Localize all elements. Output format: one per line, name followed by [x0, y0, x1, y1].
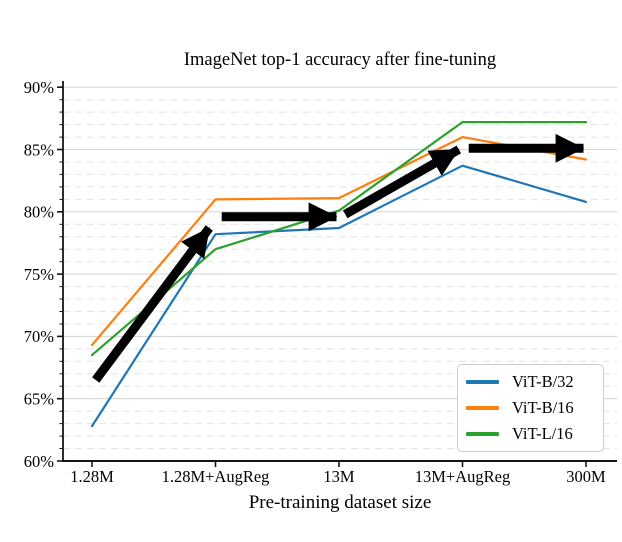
series-line-vit-b-16	[90, 136, 588, 347]
legend-item-vit-l16: ViT-L/16	[466, 423, 603, 443]
legend-item-vit-b16: ViT-B/16	[466, 397, 603, 417]
x-tick-label-13m: 13M	[323, 467, 355, 486]
legend: ViT-B/32 ViT-B/16 ViT-L/16	[457, 364, 604, 452]
y-tick-label: 60%	[24, 452, 55, 471]
trend-arrow-3	[342, 145, 462, 219]
legend-item-vit-b32: ViT-B/32	[466, 371, 603, 391]
y-tick-label: 90%	[24, 78, 55, 97]
y-tick-label: 85%	[24, 140, 55, 159]
trend-arrow-1	[92, 225, 213, 383]
legend-line-swatch-vit-l16	[466, 432, 499, 436]
x-tick-label-1-28m-augreg: 1.28M+AugReg	[162, 467, 270, 486]
chart-title: ImageNet top-1 accuracy after fine-tunin…	[183, 50, 497, 70]
x-tick-label-1-28m: 1.28M	[70, 467, 114, 486]
series-line-vit-l-16	[90, 120, 588, 357]
legend-label-vit-b16: ViT-B/16	[512, 397, 574, 417]
legend-label-vit-l16: ViT-L/16	[512, 423, 573, 443]
legend-line-swatch-vit-b32	[466, 380, 499, 384]
x-axis-label: Pre-training dataset size	[248, 492, 432, 513]
y-tick-label: 80%	[24, 203, 55, 222]
series-line-vit-b-32	[90, 164, 588, 428]
legend-label-vit-b32: ViT-B/32	[512, 371, 574, 391]
y-tick-label: 70%	[24, 327, 55, 346]
y-tick-label: 75%	[24, 265, 55, 284]
y-tick-label: 65%	[24, 390, 55, 409]
x-tick-label-300m: 300M	[566, 467, 606, 486]
x-tick-label-13m-augreg: 13M+AugReg	[415, 467, 510, 486]
legend-line-swatch-vit-b16	[466, 406, 499, 410]
